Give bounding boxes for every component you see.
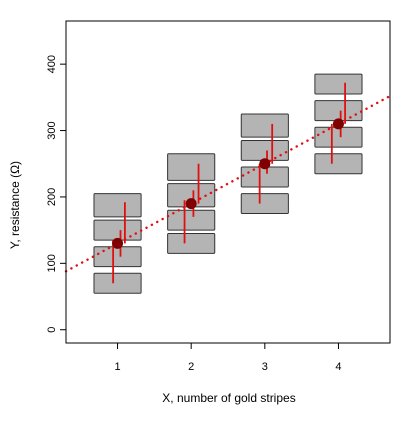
- band-box: [167, 209, 216, 231]
- data-point: [112, 237, 124, 249]
- band-box: [240, 140, 289, 161]
- points-layer: [112, 118, 344, 249]
- band-box: [93, 272, 142, 294]
- y-axis: 0 100 200 300 400: [46, 55, 66, 333]
- y-tick-label: 100: [46, 254, 58, 272]
- x-axis-label: X, number of gold stripes: [162, 391, 295, 405]
- plot-frame: [65, 20, 391, 344]
- band-box: [93, 246, 142, 268]
- data-point: [259, 158, 271, 170]
- data-point: [185, 198, 197, 210]
- band-box: [93, 219, 142, 241]
- data-point: [332, 118, 344, 130]
- band-box: [240, 113, 289, 138]
- y-tick-label: 400: [46, 55, 58, 73]
- band-box: [93, 193, 142, 218]
- x-tick-label: 4: [335, 361, 341, 373]
- x-tick-label: 2: [188, 361, 194, 373]
- x-tick-label: 1: [114, 361, 120, 373]
- band-box: [240, 166, 289, 188]
- band-box: [240, 193, 289, 215]
- error-bars-layer: [112, 82, 346, 284]
- band-box: [167, 232, 216, 254]
- band-box: [167, 153, 216, 181]
- x-tick-label: 3: [262, 361, 268, 373]
- y-tick-label: 0: [46, 327, 58, 333]
- band-box: [314, 126, 363, 148]
- band-box: [314, 73, 363, 95]
- band-box: [314, 100, 363, 122]
- y-tick-label: 200: [46, 188, 58, 206]
- y-axis-label: Y, resistance (Ω): [8, 161, 22, 249]
- bands-layer: [93, 73, 363, 294]
- y-tick-label: 300: [46, 121, 58, 139]
- x-axis: 1 2 3 4: [114, 343, 342, 373]
- band-box: [314, 153, 363, 175]
